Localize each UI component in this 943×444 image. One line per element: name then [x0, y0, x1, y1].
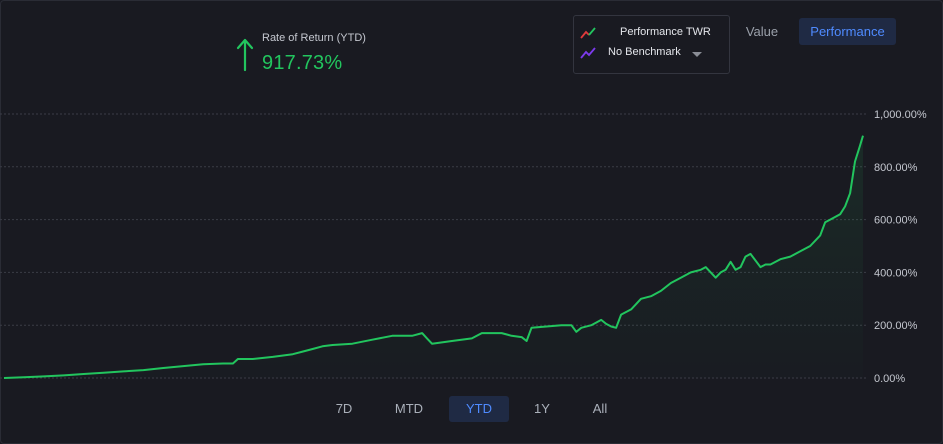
y-tick-label: 600.00% — [874, 215, 918, 227]
benchmark-label: No Benchmark — [608, 46, 681, 58]
legend-item-performance: Performance TWR — [574, 23, 729, 43]
legend-series-label: Performance TWR — [620, 26, 711, 38]
range-button-mtd[interactable]: MTD — [394, 401, 424, 416]
arrow-up-icon — [236, 38, 254, 72]
chart-legend: Performance TWR No Benchmark — [573, 15, 730, 74]
rate-of-return-label: Rate of Return (YTD) — [262, 32, 366, 44]
value-toggle-button[interactable]: Value — [745, 24, 779, 39]
y-tick-label: 200.00% — [874, 320, 918, 332]
range-button-1y[interactable]: 1Y — [534, 401, 550, 416]
line-chart-red-green-icon — [580, 27, 596, 39]
performance-toggle-button[interactable]: Performance — [799, 18, 896, 45]
y-axis-ticks: 0.00% 200.00% 400.00% 600.00% 800.00% 1,000.0… — [874, 109, 927, 385]
y-tick-label: 0.00% — [874, 373, 905, 385]
chevron-down-icon[interactable] — [692, 52, 702, 57]
range-button-7d[interactable]: 7D — [335, 401, 353, 416]
benchmark-select[interactable]: No Benchmark — [574, 43, 729, 63]
performance-area — [4, 135, 863, 378]
rate-of-return-value: 917.73% — [262, 52, 343, 74]
y-tick-label: 400.00% — [874, 267, 918, 279]
range-button-ytd[interactable]: YTD — [449, 396, 509, 422]
range-button-all[interactable]: All — [592, 401, 608, 416]
line-chart-purple-icon — [580, 47, 596, 59]
y-tick-label: 800.00% — [874, 162, 918, 174]
y-tick-label: 1,000.00% — [874, 109, 927, 121]
performance-line — [3, 135, 864, 379]
